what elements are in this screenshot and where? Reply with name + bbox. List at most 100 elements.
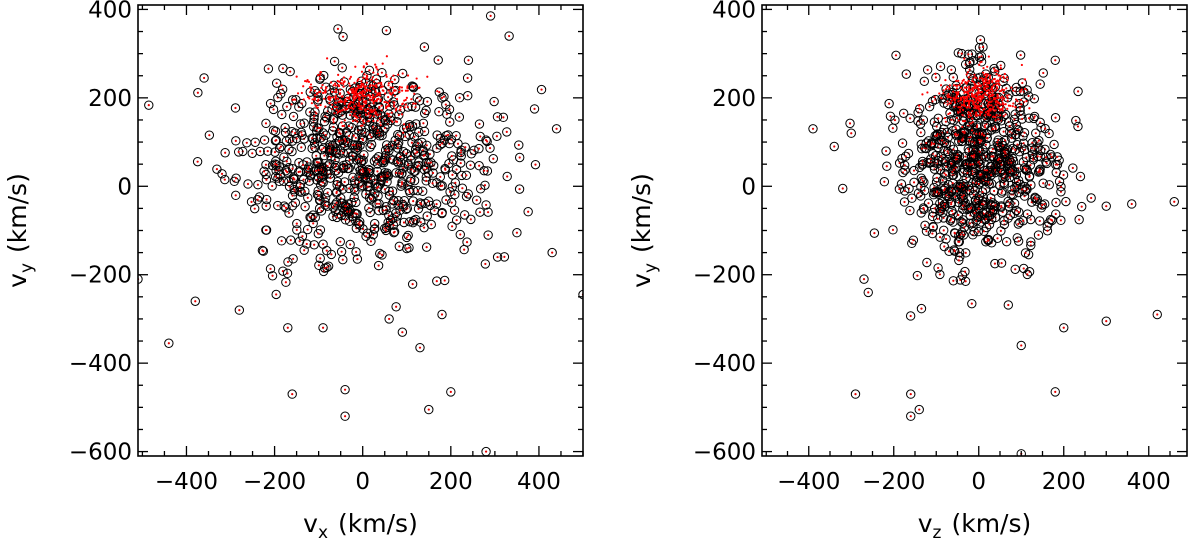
data-point [1033,167,1044,177]
red-point [333,105,336,109]
data-point [530,159,541,170]
x-tick-label: 0 [355,469,370,495]
red-point [977,99,981,102]
red-point [305,80,308,83]
data-point [463,55,474,65]
data-point [292,225,302,235]
red-point [986,104,989,107]
red-point [380,81,383,84]
data-point [242,138,252,148]
data-point [332,180,342,190]
red-point [965,100,968,103]
data-point [965,57,975,67]
data-point [373,260,384,271]
data-point [973,226,984,237]
red-point [948,84,951,87]
data-point [906,389,916,399]
red-point [392,74,395,77]
data-point [927,96,938,107]
red-point [985,76,988,79]
red-point [317,74,320,77]
red-point [987,55,990,58]
data-point [1027,143,1037,153]
data-point [514,152,525,163]
red-point [389,86,392,89]
data-point [1029,111,1040,122]
data-point [231,173,241,183]
data-point [459,244,469,255]
data-point [204,130,215,140]
data-point [283,257,293,267]
red-point [1005,94,1008,97]
red-point [335,88,338,91]
red-point [997,79,1000,83]
red-point [984,79,987,82]
red-point [366,94,370,97]
data-point [231,136,241,146]
data-point [259,135,270,145]
red-point [364,88,367,91]
data-point [483,230,493,240]
red-point [405,96,408,100]
data-point [489,96,499,107]
data-point [846,128,856,138]
data-point [316,172,327,182]
red-point [962,78,965,81]
red-point [389,77,392,80]
data-point [1004,121,1015,131]
data-point [250,137,260,148]
red-point [992,83,996,86]
data-point [246,197,257,207]
scatter-panel-vx-vy: −400 −200 0 200 400 400 200 0 −200 −400 −600 vx (km/… [3,0,584,542]
red-point [386,112,389,115]
red-point [400,89,404,92]
data-point [393,158,404,168]
red-point [385,105,388,108]
data-point [960,266,970,277]
data-point [397,327,408,337]
data-point [357,134,367,144]
data-point [1071,115,1081,126]
red-point [379,86,382,89]
red-point [987,92,991,95]
data-point [330,145,341,155]
red-point [385,75,388,78]
red-point [967,92,970,95]
data-point [435,172,446,182]
plot-frame [137,4,584,457]
data-point [1038,178,1048,188]
red-point [310,86,313,89]
data-point [894,184,905,194]
data-point [380,145,391,155]
data-point [300,201,310,212]
red-point [399,105,402,109]
data-point [932,130,942,141]
data-point [946,65,957,75]
red-point [340,78,344,81]
red-point [988,77,992,80]
red-point [334,82,337,85]
x-tick-label: −400 [777,469,840,495]
data-point [1073,121,1083,132]
data-point [393,200,403,210]
data-point [270,136,281,146]
red-point [295,75,298,78]
red-point [953,99,956,102]
data-point [282,101,292,112]
data-point [434,107,444,117]
data-point [331,198,342,208]
data-point [446,197,457,208]
red-point [342,81,345,84]
data-point [382,177,392,187]
red-point [986,65,989,68]
data-point [394,241,405,252]
data-point [954,255,964,266]
data-point [220,174,230,185]
red-point [318,73,322,76]
data-point [295,119,306,129]
data-point [459,210,470,220]
red-point [361,90,364,93]
data-point [366,139,377,150]
data-point [952,186,962,196]
red-point [979,61,982,64]
